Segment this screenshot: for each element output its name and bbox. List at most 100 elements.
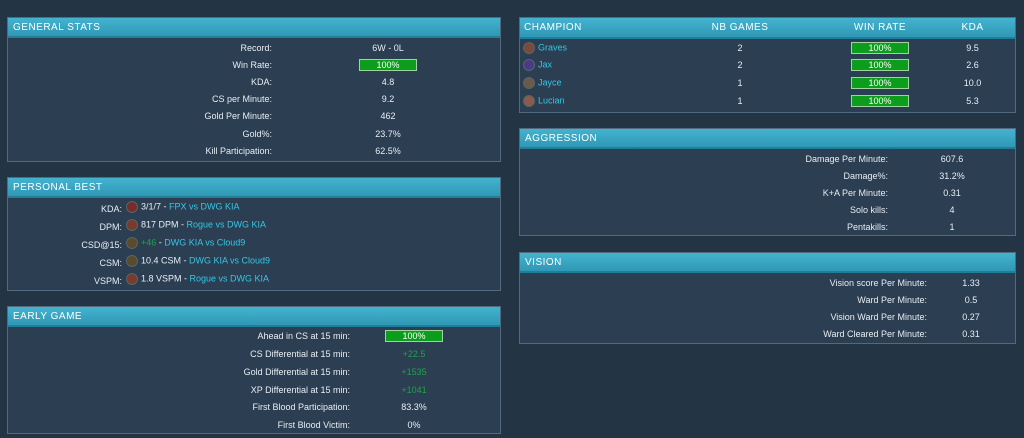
games-cell: 2: [737, 60, 743, 70]
champion-portrait-icon: [126, 237, 138, 249]
aggression-label: Pentakills:: [846, 222, 888, 232]
personal-best-stat: 1.8 VSPM: [141, 273, 182, 284]
personal-best-label: CSD@15:: [81, 240, 122, 250]
champion-portrait-icon: [126, 273, 138, 285]
aggression-value: 4: [949, 205, 955, 215]
graves-icon: [523, 41, 535, 54]
stat-label: CS per Minute:: [211, 94, 272, 104]
stat-value: 9.2: [381, 94, 395, 104]
aggression-row-solo-kills: Solo kills: 4: [520, 202, 1015, 219]
personal-best-stat: 10.4 CSM: [141, 255, 182, 266]
early-game-row-ahead-cs: Ahead in CS at 15 min: 100%: [8, 328, 500, 346]
table-row: Jax 2 100% 2.6: [520, 56, 1015, 74]
vision-row-vision-score: Vision score Per Minute: 1.33: [520, 275, 1015, 292]
personal-best-label: VSPM:: [93, 276, 122, 286]
stat-value: 23.7%: [375, 129, 401, 139]
aggression-row-damage-percent: Damage%: 31.2%: [520, 168, 1015, 185]
early-game-value: +1041: [401, 385, 427, 395]
stat-value: 462: [380, 111, 396, 121]
ahead-cs-bar: 100%: [385, 330, 443, 342]
early-game-row-first-blood-participation: First Blood Participation: 83.3%: [8, 399, 500, 417]
early-game-value: 0%: [407, 420, 421, 430]
champion-name-link[interactable]: Graves: [538, 41, 568, 52]
games-cell: 1: [737, 78, 743, 88]
kda-cell: 9.5: [966, 42, 979, 53]
aggression-row-pentakills: Pentakills: 1: [520, 219, 1015, 236]
vision-label: Ward Cleared Per Minute:: [823, 329, 927, 339]
stat-row-kda: KDA: 4.8: [8, 74, 500, 91]
champion-portrait-icon: [126, 255, 138, 267]
jax-icon: [523, 59, 535, 71]
champion-name-link[interactable]: Jayce: [538, 77, 562, 88]
match-link[interactable]: Rogue vs DWG KIA: [186, 219, 267, 230]
vision-value: 0.31: [962, 329, 980, 339]
games-cell: 1: [737, 96, 743, 106]
kda-cell: 10.0: [963, 78, 982, 88]
aggression-value: 0.31: [943, 188, 961, 198]
personal-best-row-kda: KDA: 3/1/7 - FPX vs DWG KIA: [100, 201, 240, 214]
stat-row-gold-per-minute: Gold Per Minute: 462: [8, 108, 500, 125]
personal-best-stat: 3/1/7: [141, 201, 162, 212]
match-link[interactable]: Rogue vs DWG KIA: [189, 273, 270, 284]
champion-name-link[interactable]: Jax: [538, 59, 553, 70]
general-stats-title: GENERAL STATS: [8, 18, 500, 38]
champion-portrait-icon: [126, 201, 138, 213]
personal-best-label: KDA:: [100, 204, 122, 214]
vision-value: 1.33: [962, 278, 980, 288]
vision-label: Vision Ward Per Minute:: [830, 312, 927, 322]
aggression-value: 31.2%: [939, 171, 965, 181]
early-game-row-xp-diff: XP Differential at 15 min: +1041: [8, 382, 500, 400]
stat-row-win-rate: Win Rate: 100%: [8, 57, 500, 74]
stat-row-kill-participation: Kill Participation: 62.5%: [8, 143, 500, 160]
early-game-value: +22.5: [402, 349, 426, 359]
table-row: Lucian 1 100% 5.3: [520, 92, 1015, 110]
vision-label: Ward Per Minute:: [857, 295, 927, 305]
aggression-label: K+A Per Minute:: [822, 188, 888, 198]
champion-name-link[interactable]: Lucian: [538, 95, 565, 106]
champion-table-panel: CHAMPION NB GAMES WIN RATE KDA Graves 2 …: [519, 17, 1016, 113]
win-rate-bar: 100%: [851, 59, 909, 71]
personal-best-stat: 817 DPM: [141, 219, 179, 230]
vision-row-vision-ward-per-minute: Vision Ward Per Minute: 0.27: [520, 309, 1015, 326]
champion-table: CHAMPION NB GAMES WIN RATE KDA Graves 2 …: [520, 18, 1015, 110]
kda-cell: 2.6: [966, 60, 979, 70]
vision-row-ward-per-minute: Ward Per Minute: 0.5: [520, 292, 1015, 309]
aggression-label: Damage Per Minute:: [805, 154, 888, 164]
champion-table-header: CHAMPION NB GAMES WIN RATE KDA: [520, 18, 1015, 39]
personal-best-row-csm: CSM: 10.4 CSM - DWG KIA vs Cloud9: [99, 255, 271, 268]
column-header-games[interactable]: NB GAMES: [650, 18, 830, 39]
stat-value: 4.8: [381, 77, 395, 87]
early-game-label: Gold Differential at 15 min:: [243, 367, 350, 377]
win-rate-bar: 100%: [359, 59, 417, 71]
aggression-value: 1: [949, 222, 955, 232]
early-game-value: +1535: [401, 367, 427, 377]
personal-best-stat: +46: [141, 237, 157, 248]
match-link[interactable]: FPX vs DWG KIA: [169, 201, 240, 212]
stat-row-gold-percent: Gold%: 23.7%: [8, 126, 500, 143]
aggression-label: Damage%:: [843, 171, 888, 181]
stat-label: Kill Participation:: [205, 146, 272, 156]
win-rate-bar: 100%: [851, 95, 909, 107]
stat-row-cs-per-minute: CS per Minute: 9.2: [8, 91, 500, 108]
jayce-icon: [523, 77, 535, 89]
match-link[interactable]: DWG KIA vs Cloud9: [164, 237, 246, 248]
vision-row-ward-cleared: Ward Cleared Per Minute: 0.31: [520, 326, 1015, 343]
early-game-label: First Blood Participation:: [252, 402, 350, 412]
match-link[interactable]: DWG KIA vs Cloud9: [189, 255, 271, 266]
early-game-panel: EARLY GAME Ahead in CS at 15 min: 100% C…: [7, 306, 501, 434]
stat-value: 62.5%: [375, 146, 401, 156]
vision-title: VISION: [520, 253, 1015, 273]
early-game-label: Ahead in CS at 15 min:: [257, 331, 350, 341]
stat-row-record: Record: 6W - 0L: [8, 40, 500, 57]
win-rate-bar: 100%: [851, 41, 909, 54]
column-header-champion[interactable]: CHAMPION: [520, 18, 650, 39]
personal-best-label: CSM:: [99, 258, 123, 268]
personal-best-label: DPM:: [99, 222, 123, 232]
win-rate-bar: 100%: [851, 77, 909, 89]
column-header-kda[interactable]: KDA: [930, 18, 1015, 39]
personal-best-panel: PERSONAL BEST KDA: 3/1/7 - FPX vs DWG KI…: [7, 177, 501, 291]
personal-best-row-vspm: VSPM: 1.8 VSPM - Rogue vs DWG KIA: [93, 273, 270, 286]
vision-label: Vision score Per Minute:: [829, 278, 927, 288]
early-game-title: EARLY GAME: [8, 307, 500, 327]
column-header-win-rate[interactable]: WIN RATE: [830, 18, 930, 39]
